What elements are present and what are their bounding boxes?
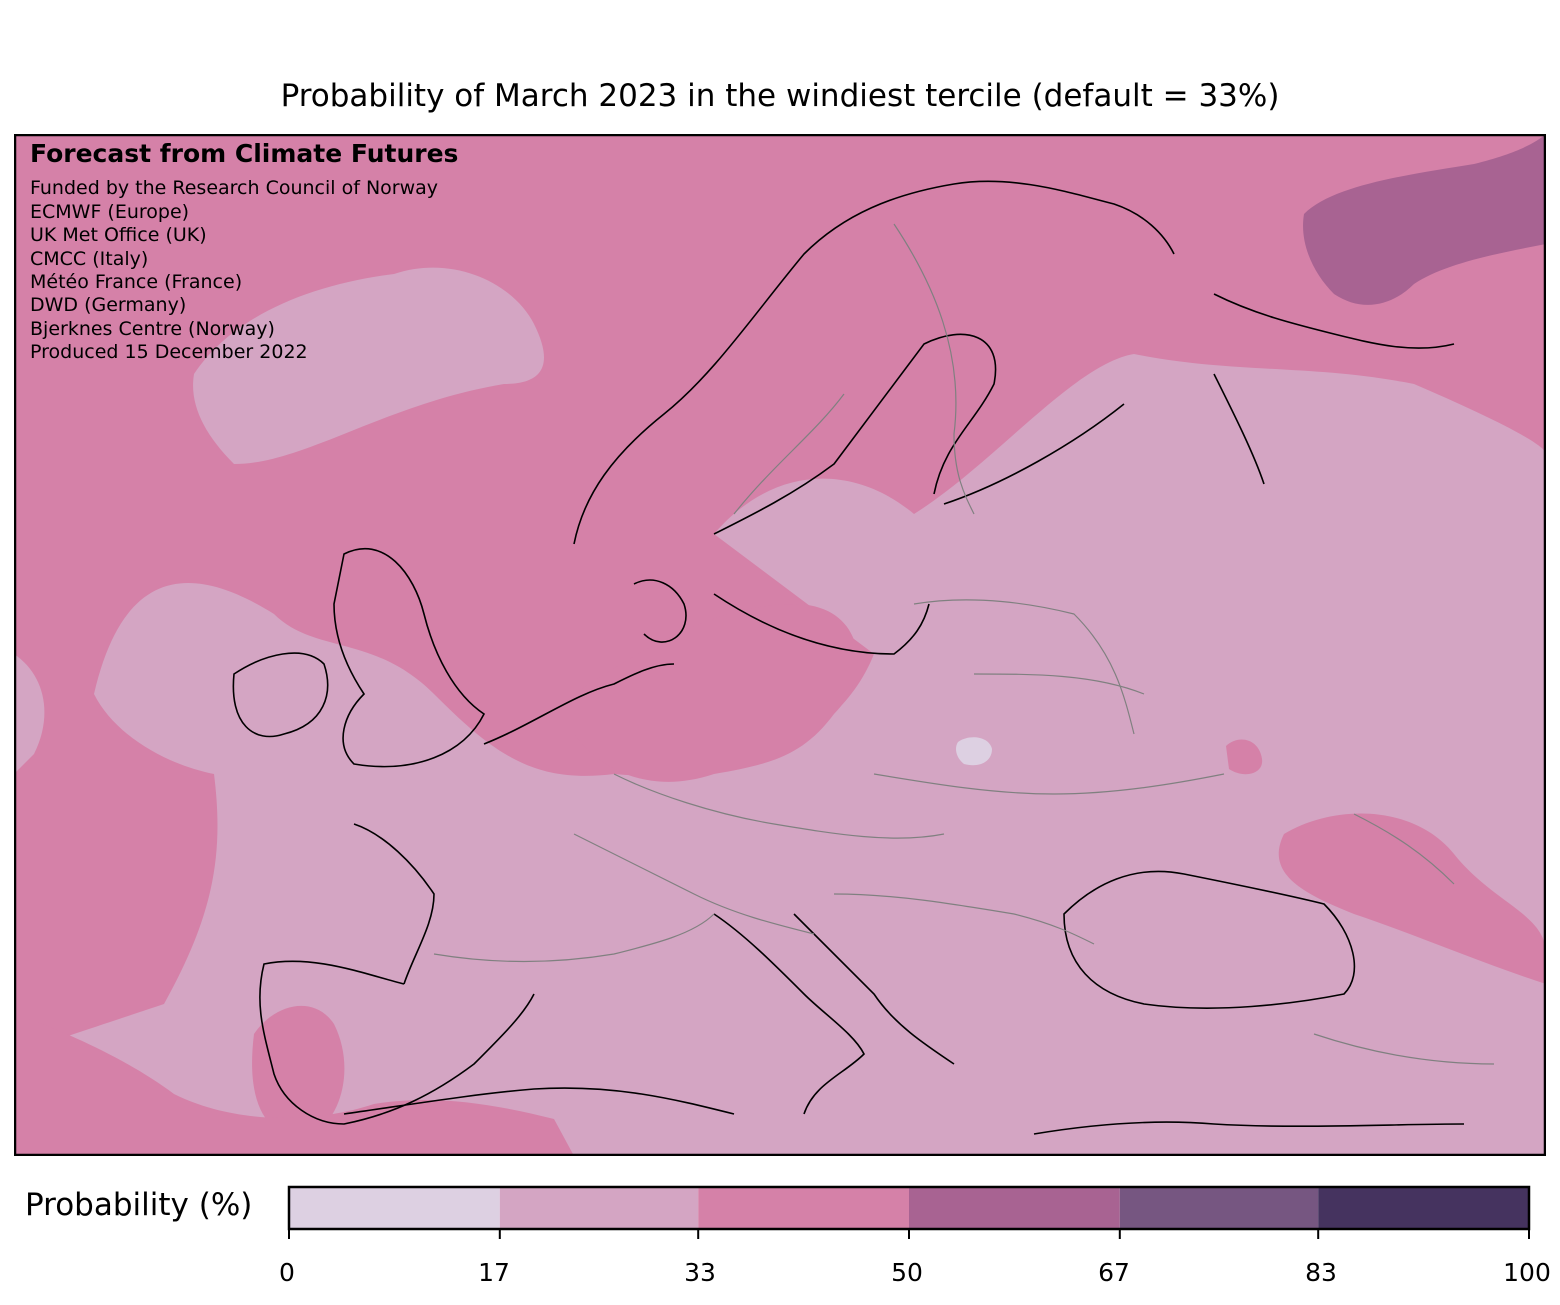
north-africa — [343, 1087, 735, 1115]
colorbar-tick-label: 83 — [1305, 1258, 1337, 1287]
credit-line: DWD (Germany) — [30, 294, 187, 317]
france-atlantic — [353, 823, 435, 985]
balkans — [793, 913, 955, 1065]
colorbar-tick-label: 50 — [891, 1258, 923, 1287]
credit-line: Bjerknes Centre (Norway) — [30, 317, 275, 340]
credit-line: CMCC (Italy) — [30, 247, 149, 270]
great-britain — [333, 547, 486, 768]
prob-33-50-iberia — [252, 1005, 345, 1136]
colorbar — [287, 1185, 1531, 1245]
colorbar-bin-1 — [499, 1187, 699, 1229]
prob-17-33-west — [14, 654, 45, 774]
colorbar-tick-label: 33 — [684, 1258, 716, 1287]
credit-line: ECMWF (Europe) — [30, 200, 190, 223]
prob-33-50-africa — [14, 1014, 574, 1156]
prob-33-50-germany — [574, 604, 858, 782]
colorbar-tick-label: 17 — [478, 1258, 510, 1287]
map-frame — [14, 134, 1546, 1156]
country-borders — [433, 223, 1495, 1065]
turkey-south — [1033, 1121, 1465, 1135]
colorbar-bin-3 — [909, 1187, 1120, 1229]
iberia — [259, 960, 535, 1125]
colorbar-tick-label: 0 — [279, 1258, 295, 1287]
arctic-coast — [1213, 293, 1455, 349]
north-sea-coast — [483, 663, 675, 745]
prob-17-33-atlantic — [193, 267, 544, 464]
credit-line: UK Met Office (UK) — [30, 224, 207, 247]
credit-line: Funded by the Research Council of Norway — [30, 177, 439, 200]
colorbar-bin-0 — [289, 1187, 500, 1229]
colorbar-bin-2 — [698, 1187, 909, 1229]
italy — [713, 913, 865, 1115]
prob-33-50-caucasus — [1278, 813, 1546, 984]
credit-line: Produced 15 December 2022 — [30, 341, 308, 364]
scandinavia-coast — [573, 180, 1175, 545]
probability-map — [14, 134, 1546, 1156]
ireland — [232, 652, 329, 738]
colorbar-bin-5 — [1318, 1187, 1529, 1229]
gulf-of-finland — [943, 403, 1125, 505]
white-sea — [1213, 373, 1265, 485]
credits-block: Forecast from Climate Futures Funded by … — [30, 139, 459, 365]
colorbar-label: Probability (%) — [25, 1187, 253, 1223]
colorbar-tick-label: 100 — [1503, 1258, 1551, 1287]
prob-0-17-patch — [956, 737, 992, 766]
map-title: Probability of March 2023 in the windies… — [280, 78, 1280, 114]
credit-line: Météo France (France) — [30, 271, 243, 294]
colorbar-bin-4 — [1119, 1187, 1319, 1229]
baltic-south — [713, 593, 930, 655]
prob-50-67-northeast — [1303, 134, 1546, 305]
prob-33-50-ukraine-dot — [1226, 739, 1263, 775]
colorbar-tick-label: 67 — [1098, 1258, 1130, 1287]
sweden-finland-coast — [713, 333, 997, 535]
black-sea — [1063, 870, 1356, 1009]
denmark — [633, 579, 687, 643]
coastlines — [232, 180, 1465, 1135]
credits-heading: Forecast from Climate Futures — [30, 139, 459, 168]
